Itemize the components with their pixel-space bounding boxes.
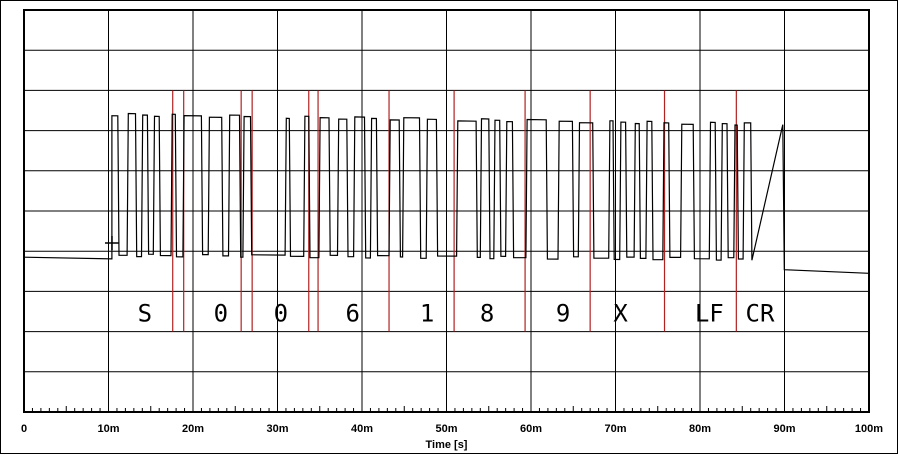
x-tick-label: 90m: [773, 423, 795, 435]
decoded-byte-label: 8: [480, 300, 494, 328]
x-tick-label: 60m: [520, 423, 542, 435]
decoded-byte-label: 9: [556, 300, 570, 328]
decoded-byte-labels: S 0 0 6 1 8 9 X LF CR: [138, 300, 775, 328]
plot-area-border: [23, 9, 870, 413]
x-tick-label: 20m: [182, 423, 204, 435]
signal-trace: [23, 112, 870, 274]
x-tick-label: 0: [21, 423, 27, 435]
x-tick-label: 10m: [97, 423, 119, 435]
decoded-byte-label: 6: [345, 300, 359, 328]
decoded-byte-label: 0: [214, 300, 228, 328]
x-tick-label: 50m: [435, 423, 457, 435]
decoded-byte-label: CR: [746, 300, 775, 328]
x-tick-labels: 0 10m 20m 30m 40m 50m 60m 70m 80m 90m 100m: [21, 423, 883, 435]
cursor-crosshair-icon: [105, 236, 119, 250]
decoded-byte-label: 1: [420, 300, 434, 328]
x-tick-label: 100m: [855, 423, 883, 435]
x-tick-label: 80m: [689, 423, 711, 435]
decoded-byte-label: X: [613, 300, 628, 328]
x-tick-label: 30m: [266, 423, 288, 435]
x-tick-label: 40m: [351, 423, 373, 435]
decoded-byte-label: LF: [695, 300, 724, 328]
decoded-byte-label: S: [138, 300, 152, 328]
decoded-byte-label: 0: [274, 300, 288, 328]
x-axis-title: Time [s]: [426, 439, 468, 451]
x-tick-label: 70m: [604, 423, 626, 435]
